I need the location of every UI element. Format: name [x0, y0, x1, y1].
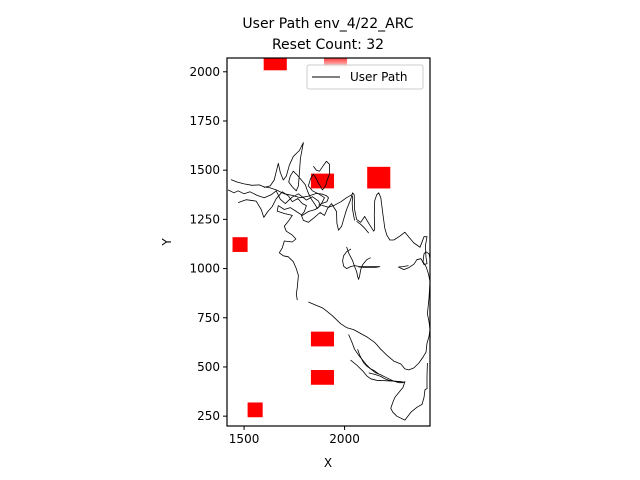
user-path-line — [321, 193, 353, 208]
user-path-line — [357, 349, 379, 375]
x-tick-label: 1500 — [229, 432, 260, 446]
user-path-line — [263, 142, 330, 209]
y-tick-label: 250 — [197, 409, 220, 423]
legend-label-user-path: User Path — [350, 70, 408, 84]
user-path-line — [348, 334, 428, 421]
y-axis-ticks: 250 500 750 1000 1250 1500 1750 2000 — [189, 65, 227, 423]
user-path-line — [346, 246, 371, 280]
user-path-line — [237, 191, 428, 271]
obstacle-marker — [247, 402, 263, 418]
user-path-line — [308, 251, 430, 371]
obstacle-marker — [232, 237, 248, 252]
chart-title: User Path env_4/22_ARC — [242, 16, 413, 32]
obstacle-marker — [310, 331, 335, 347]
obstacle-marker — [323, 58, 348, 70]
legend-box — [306, 64, 424, 90]
obstacle-marker — [263, 58, 287, 71]
user-path-line — [227, 189, 321, 301]
user-path-line — [356, 220, 370, 234]
x-axis-ticks: 1500 2000 — [229, 426, 360, 446]
y-tick-label: 1000 — [189, 262, 220, 276]
user-path-line — [230, 179, 329, 206]
plot-frame — [226, 57, 431, 427]
path-layer — [227, 142, 430, 421]
obstacle-layer — [232, 58, 391, 418]
user-path-line — [350, 359, 405, 383]
y-tick-label: 2000 — [189, 65, 220, 79]
x-tick-label: 2000 — [329, 432, 360, 446]
y-axis-label: Y — [160, 238, 174, 247]
y-tick-label: 500 — [197, 360, 220, 374]
y-tick-label: 1250 — [189, 212, 220, 226]
y-tick-label: 1750 — [189, 114, 220, 128]
chart-subtitle: Reset Count: 32 — [272, 37, 384, 53]
legend: User Path — [306, 64, 424, 90]
user-path-line — [351, 195, 355, 221]
y-tick-label: 1500 — [189, 163, 220, 177]
x-axis-label: X — [324, 456, 332, 470]
obstacle-marker — [310, 370, 335, 385]
user-path-line — [368, 372, 401, 383]
y-tick-label: 750 — [197, 311, 220, 325]
plot-area — [226, 57, 431, 427]
obstacle-marker — [367, 166, 391, 189]
